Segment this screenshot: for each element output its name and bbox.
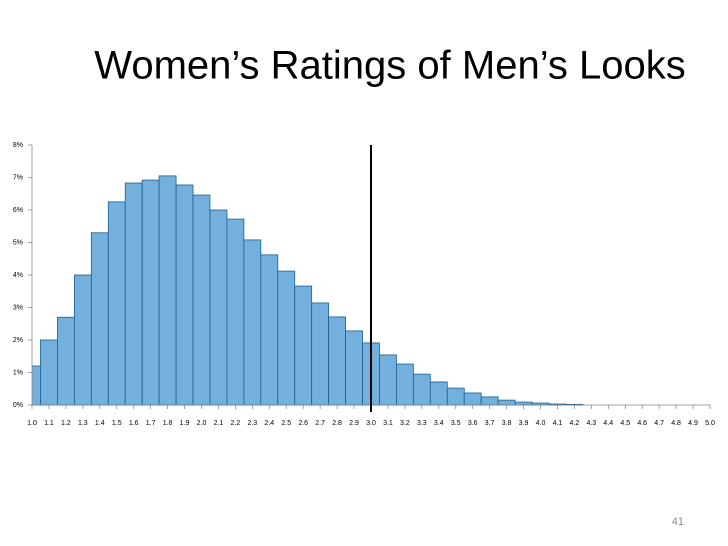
x-tick-label: 2.4: [264, 420, 274, 427]
bar: [277, 270, 296, 406]
bar: [446, 387, 465, 406]
bar: [463, 392, 482, 406]
x-tick-label: 1.5: [112, 420, 122, 427]
bar: [40, 339, 58, 406]
x-tick-label: 4.8: [671, 420, 681, 427]
x-tick-label: 2.6: [298, 420, 308, 427]
slide-title: Women’s Ratings of Men’s Looks: [94, 44, 685, 88]
x-tick-label: 2.8: [332, 420, 342, 427]
bars: [32, 175, 584, 406]
bar: [480, 396, 499, 406]
bar: [175, 184, 194, 406]
y-tick-label: 3%: [13, 304, 23, 311]
bar: [73, 274, 92, 406]
x-tick-label: 4.1: [553, 420, 563, 427]
x-tick-label: 5.0: [705, 420, 715, 427]
bar: [497, 399, 516, 406]
y-tick-label: 7%: [13, 174, 23, 181]
x-tick-label: 4.5: [620, 420, 630, 427]
bar: [379, 354, 397, 406]
y-tick-label: 6%: [13, 207, 23, 214]
bar: [107, 201, 126, 406]
x-tick-label: 4.6: [637, 420, 647, 427]
bar: [396, 363, 414, 406]
bar: [345, 330, 363, 406]
bar: [192, 194, 211, 406]
x-tick-label: 4.9: [688, 420, 698, 427]
x-tick-label: 2.5: [281, 420, 291, 427]
x-tick-label: 3.4: [434, 420, 444, 427]
x-tick-label: 1.8: [163, 420, 173, 427]
x-tick-label: 4.2: [570, 420, 580, 427]
x-tick-label: 3.7: [485, 420, 495, 427]
bar: [90, 232, 109, 406]
x-tick-label: 1.6: [129, 420, 139, 427]
bar: [412, 373, 431, 406]
x-tick-label: 2.3: [247, 420, 257, 427]
bar: [209, 209, 228, 406]
x-tick-label: 3.6: [468, 420, 478, 427]
page-number: 41: [672, 516, 684, 528]
x-tick-label: 1.4: [95, 420, 105, 427]
bar: [57, 316, 75, 406]
bar: [514, 401, 533, 406]
x-tick-label: 1.2: [61, 420, 71, 427]
y-tick-label: 5%: [13, 239, 23, 246]
x-tick-label: 4.0: [536, 420, 546, 427]
bar: [260, 254, 279, 406]
x-tick-label: 4.3: [586, 420, 596, 427]
x-tick-label: 3.1: [383, 420, 393, 427]
x-tick-label: 4.4: [603, 420, 613, 427]
bar: [158, 175, 177, 406]
x-tick-label: 1.9: [180, 420, 190, 427]
bar: [429, 381, 448, 406]
x-tick-label: 1.7: [146, 420, 156, 427]
y-tick-label: 1%: [13, 369, 23, 376]
x-tick-label: 2.0: [197, 420, 207, 427]
bar: [294, 285, 313, 406]
y-tick-label: 2%: [13, 337, 23, 344]
x-tick-label: 2.2: [231, 420, 241, 427]
x-tick-label: 4.7: [654, 420, 664, 427]
x-tick-label: 1.1: [44, 420, 54, 427]
y-tick-label: 0%: [13, 402, 23, 409]
x-tick-label: 2.1: [214, 420, 224, 427]
x-tick-label: 3.8: [502, 420, 512, 427]
x-tick-label: 3.0: [366, 420, 376, 427]
x-tick-label: 2.9: [349, 420, 359, 427]
y-tick-label: 8%: [13, 142, 23, 149]
x-tick-label: 3.3: [417, 420, 427, 427]
x-tick-label: 3.2: [400, 420, 410, 427]
x-tick-label: 2.7: [315, 420, 325, 427]
bar: [124, 182, 143, 406]
x-tick-label: 1.0: [27, 420, 37, 427]
bar: [141, 179, 160, 406]
bar: [328, 316, 346, 406]
x-tick-label: 3.5: [451, 420, 461, 427]
x-tick-label: 3.9: [519, 420, 529, 427]
y-tick-label: 4%: [13, 272, 23, 279]
bar: [311, 302, 330, 406]
x-tick-label: 1.3: [78, 420, 88, 427]
bar: [226, 218, 245, 406]
bar: [243, 239, 262, 406]
